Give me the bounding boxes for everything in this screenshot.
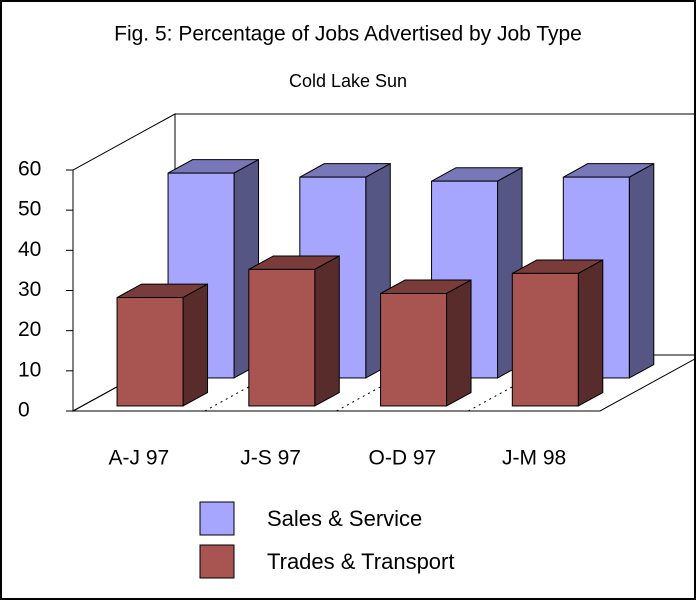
x-tick-label: J-S 97 <box>240 447 301 470</box>
y-tick-label: 40 <box>18 238 41 261</box>
bar-side <box>628 162 655 379</box>
y-tick-label: 60 <box>18 158 41 181</box>
chart-title: Fig. 5: Percentage of Jobs Advertised by… <box>114 23 582 46</box>
legend-swatch <box>199 544 235 579</box>
bar-side <box>577 259 604 407</box>
legend-swatch <box>199 501 235 536</box>
legend-label: Sales & Service <box>267 506 422 531</box>
x-tick-label: J-M 98 <box>502 447 566 470</box>
y-tick-label: 30 <box>18 278 41 301</box>
bar-side <box>446 279 472 407</box>
x-tick-label: O-D 97 <box>369 447 437 470</box>
y-tick-label: 0 <box>18 399 30 422</box>
x-tick-label: A-J 97 <box>109 447 170 470</box>
bar <box>380 292 448 407</box>
y-tick-label: 50 <box>18 198 41 221</box>
y-tick-label: 10 <box>18 358 41 381</box>
bar <box>248 268 316 407</box>
bar <box>116 297 184 407</box>
chart-subtitle: Cold Lake Sun <box>289 71 407 91</box>
legend-label: Trades & Transport <box>267 549 454 574</box>
bar <box>511 272 579 407</box>
bar-side <box>182 283 209 407</box>
bar-side <box>314 255 340 407</box>
y-tick-label: 20 <box>18 318 41 341</box>
